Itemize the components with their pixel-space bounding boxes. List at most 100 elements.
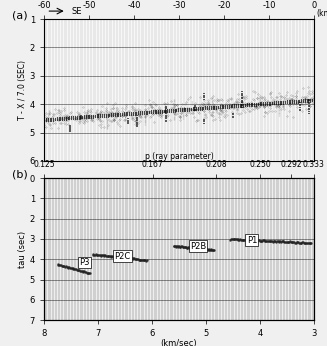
Point xyxy=(107,253,112,258)
Point xyxy=(112,254,117,260)
Point xyxy=(136,257,142,263)
Point xyxy=(296,239,301,245)
Point xyxy=(274,238,280,244)
Point xyxy=(122,255,128,261)
Point xyxy=(195,246,200,251)
Point xyxy=(262,238,267,244)
Point xyxy=(55,262,60,267)
Text: (km): (km) xyxy=(317,9,327,18)
Point xyxy=(273,239,279,244)
Point xyxy=(96,252,102,258)
Point xyxy=(83,270,89,275)
Point xyxy=(192,245,198,251)
Point xyxy=(74,267,79,273)
Point xyxy=(100,253,106,258)
Point xyxy=(113,254,119,260)
Point xyxy=(203,246,209,251)
Point xyxy=(132,256,138,262)
Point xyxy=(288,239,293,245)
Point xyxy=(286,239,291,244)
Point xyxy=(179,244,184,249)
Point xyxy=(278,238,283,244)
Point xyxy=(228,237,233,242)
Point xyxy=(234,236,239,242)
Point xyxy=(251,237,257,243)
Point xyxy=(250,237,255,243)
Point xyxy=(129,256,134,261)
Point xyxy=(116,254,121,260)
Point xyxy=(233,236,239,242)
Point xyxy=(189,245,194,251)
Point xyxy=(62,263,67,269)
Point xyxy=(255,238,260,244)
Point xyxy=(184,245,189,251)
Point xyxy=(62,264,68,270)
Point xyxy=(109,253,114,259)
Point xyxy=(265,238,270,244)
Point xyxy=(185,245,190,251)
Point xyxy=(99,252,104,258)
Point xyxy=(68,265,74,271)
Point xyxy=(242,237,247,243)
Point xyxy=(244,237,249,243)
Point xyxy=(282,239,287,245)
Point xyxy=(107,253,112,259)
Point xyxy=(249,237,254,243)
Point xyxy=(283,239,288,245)
Point xyxy=(139,257,144,262)
Point xyxy=(125,255,130,261)
Point xyxy=(81,269,87,274)
Point xyxy=(84,270,89,275)
Point xyxy=(69,265,74,271)
Point xyxy=(73,266,78,272)
Point xyxy=(271,238,276,244)
Point xyxy=(120,255,125,260)
Point xyxy=(276,239,281,244)
Point xyxy=(286,239,292,245)
Point xyxy=(290,239,295,245)
Point xyxy=(283,239,288,245)
Point xyxy=(117,254,123,260)
Point xyxy=(294,240,299,245)
Point xyxy=(90,252,95,258)
Point xyxy=(240,237,245,242)
Point xyxy=(141,257,146,263)
X-axis label: p (ray parameter): p (ray parameter) xyxy=(145,152,214,161)
Point xyxy=(205,247,211,253)
Point xyxy=(110,253,115,259)
Point xyxy=(95,252,100,258)
Point xyxy=(303,240,308,246)
Point xyxy=(297,240,302,246)
Point xyxy=(106,253,111,259)
X-axis label: (km/sec): (km/sec) xyxy=(161,339,198,346)
Point xyxy=(188,245,193,251)
Point xyxy=(199,246,204,252)
Point xyxy=(211,247,216,253)
Point xyxy=(58,262,63,267)
Point xyxy=(58,263,63,268)
Point xyxy=(293,240,298,245)
Point xyxy=(130,256,135,261)
Point xyxy=(242,237,248,242)
Point xyxy=(103,252,108,258)
Point xyxy=(198,246,203,251)
Point xyxy=(206,247,211,252)
Point xyxy=(284,239,289,245)
Point xyxy=(204,246,209,252)
Point xyxy=(258,238,263,243)
Point xyxy=(275,239,280,244)
Point xyxy=(299,240,304,246)
Point xyxy=(300,239,305,245)
Point xyxy=(65,265,70,270)
Point xyxy=(121,255,127,261)
Point xyxy=(135,256,141,262)
Point xyxy=(197,246,202,252)
Point xyxy=(117,255,122,260)
Point xyxy=(175,244,181,249)
Point xyxy=(61,263,66,268)
Point xyxy=(252,237,257,243)
Point xyxy=(77,268,83,274)
Point xyxy=(296,240,301,245)
Point xyxy=(260,238,265,243)
Point xyxy=(179,244,184,249)
